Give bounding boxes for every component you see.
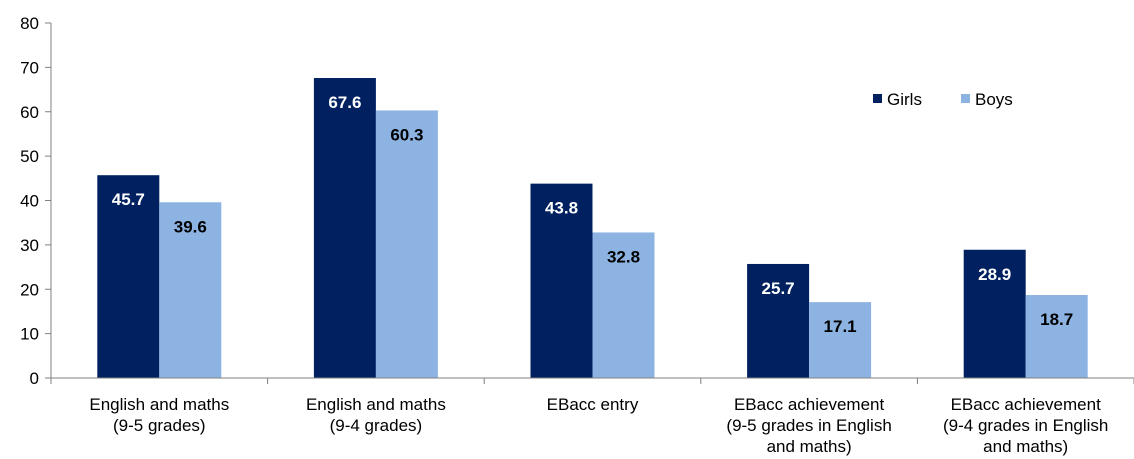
bar-girls-4: [963, 249, 1026, 378]
axes-layer: 0 10 20 30 40 50 60 70 80: [20, 14, 1134, 388]
bar-boys-1: [375, 110, 438, 378]
x-category-label: EBacc achievement: [734, 395, 885, 414]
bar-boys-3: [809, 302, 872, 378]
y-tick-label: 80: [20, 14, 39, 33]
y-tick-label: 50: [20, 147, 39, 166]
data-label-boys-4: 18.7: [1040, 310, 1073, 329]
x-category-label: and maths): [767, 437, 852, 456]
bar-girls-2: [530, 183, 593, 378]
legend-swatch-boys: [961, 94, 970, 103]
data-label-girls-1: 67.6: [328, 93, 361, 112]
y-tick-label: 0: [30, 369, 39, 388]
data-label-boys-0: 39.6: [174, 217, 207, 236]
x-category-label: and maths): [983, 437, 1068, 456]
data-label-boys-2: 32.8: [607, 247, 640, 266]
data-label-girls-4: 28.9: [978, 265, 1011, 284]
x-category-label: English and maths: [306, 395, 446, 414]
labels-layer: 45.7 39.6 English and maths (9-5 grades) 67.…: [89, 93, 1108, 456]
x-category-label: EBacc achievement: [951, 395, 1102, 414]
bar-girls-1: [313, 78, 376, 379]
y-tick-label: 30: [20, 236, 39, 255]
x-category-label: EBacc entry: [547, 395, 639, 414]
legend-label-girls: Girls: [887, 90, 922, 109]
y-tick-label: 10: [20, 325, 39, 344]
data-label-girls-2: 43.8: [545, 199, 578, 218]
x-category-label: (9-4 grades): [330, 416, 423, 435]
legend-swatch-girls: [873, 94, 882, 103]
data-label-girls-0: 45.7: [112, 190, 145, 209]
y-tick-label: 70: [20, 58, 39, 77]
bar-girls-3: [747, 263, 810, 378]
y-tick-label: 60: [20, 103, 39, 122]
bar-boys-4: [1025, 295, 1088, 378]
legend-label-boys: Boys: [975, 90, 1013, 109]
legend: Girls Boys: [873, 90, 1013, 109]
bar-girls-0: [97, 175, 160, 378]
data-label-boys-1: 60.3: [390, 125, 423, 144]
x-category-label: (9-5 grades): [113, 416, 206, 435]
x-category-label: English and maths: [89, 395, 229, 414]
data-label-girls-3: 25.7: [762, 279, 795, 298]
x-category-label: (9-4 grades in English: [943, 416, 1108, 435]
bar-boys-0: [159, 202, 222, 378]
x-category-label: (9-5 grades in English: [726, 416, 891, 435]
y-tick-label: 40: [20, 192, 39, 211]
bars-layer: [97, 78, 1088, 379]
y-tick-label: 20: [20, 280, 39, 299]
data-label-boys-3: 17.1: [824, 317, 857, 336]
bar-boys-2: [592, 232, 655, 378]
